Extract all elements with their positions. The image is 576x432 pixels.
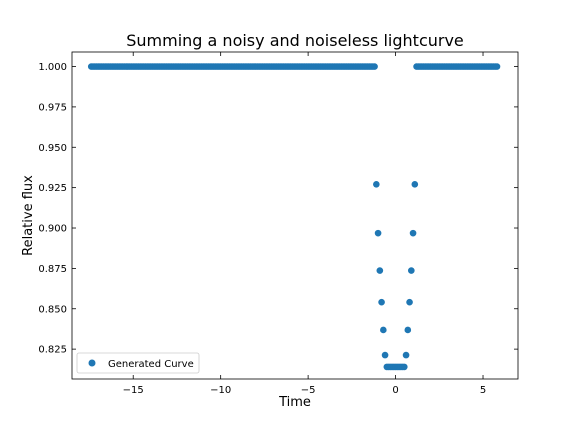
y-tick-label: 0.850 <box>38 304 67 315</box>
data-point <box>406 298 413 306</box>
plot-area <box>71 51 519 380</box>
y-tick-label: 0.975 <box>38 102 67 113</box>
y-tick-label: 1.000 <box>38 62 67 73</box>
x-tick-label: 5 <box>480 385 486 396</box>
y-tick-label: 0.925 <box>38 183 67 194</box>
data-point <box>376 267 384 274</box>
x-tick-label: −15 <box>123 385 144 396</box>
y-axis-label: Relative flux <box>21 175 36 256</box>
data-point <box>381 351 389 359</box>
data-points <box>87 63 501 371</box>
y-axis-ticks: 0.825 0.850 0.875 0.900 0.925 0.950 0.975 1.000 <box>38 62 518 356</box>
legend-marker <box>88 359 96 367</box>
x-tick-label: 0 <box>392 385 398 396</box>
data-point <box>404 326 412 334</box>
data-point <box>401 363 408 371</box>
legend-box <box>76 352 200 374</box>
data-point <box>402 351 410 359</box>
data-point <box>493 63 501 70</box>
data-point <box>378 298 385 306</box>
legend-label: Generated Curve <box>108 359 194 370</box>
y-tick-label: 0.950 <box>38 143 67 154</box>
data-point <box>409 229 417 237</box>
data-point <box>411 181 419 188</box>
x-axis-label: Time <box>278 395 311 410</box>
data-point <box>373 181 380 188</box>
data-point <box>374 229 382 237</box>
x-axis-ticks: −15 −10 −5 0 5 <box>123 52 486 396</box>
x-tick-label: −10 <box>210 385 231 396</box>
y-tick-label: 0.825 <box>38 345 67 356</box>
data-point <box>408 267 415 274</box>
chart-title: Summing a noisy and noiseless lightcurve <box>126 31 464 50</box>
y-tick-label: 0.900 <box>38 224 67 235</box>
legend: Generated Curve <box>76 352 200 374</box>
data-point <box>380 326 387 334</box>
y-tick-label: 0.875 <box>38 264 67 275</box>
x-tick-label: −5 <box>301 385 316 396</box>
data-point <box>371 63 378 70</box>
